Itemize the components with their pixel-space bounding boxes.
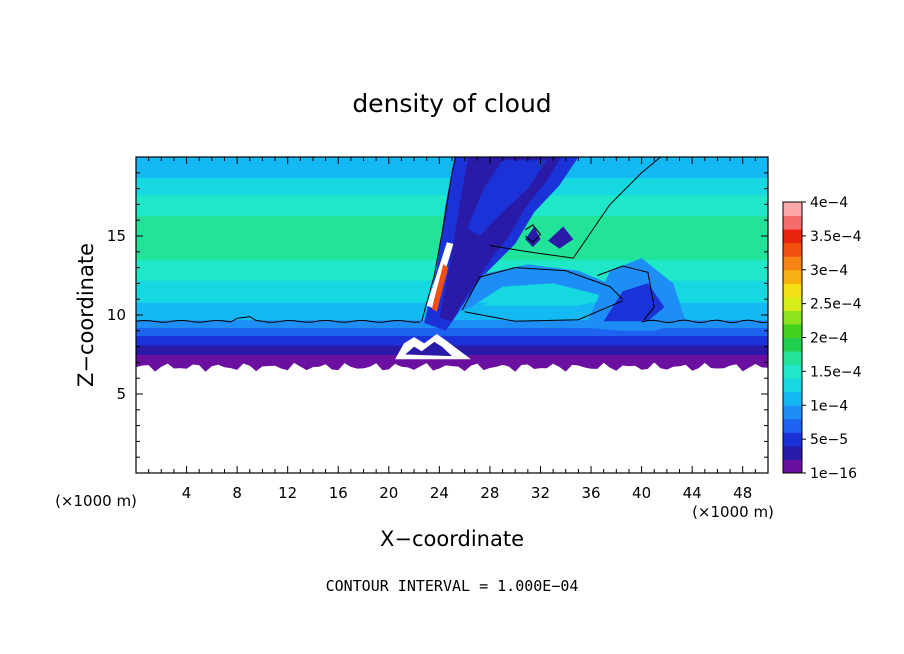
colorbar-swatch — [783, 296, 802, 311]
density-arc — [458, 264, 629, 312]
density-arc-inner — [483, 286, 610, 306]
x-tick-label: 40 — [632, 484, 651, 502]
x-axis: 4 8 12 16 20 24 28 32 36 40 44 48 — [148, 157, 756, 502]
density-base-fringe — [136, 358, 768, 372]
density-plume-core — [439, 157, 561, 322]
density-band — [136, 335, 768, 346]
density-spot — [548, 226, 574, 249]
y-axis: 5 10 15 — [107, 172, 768, 458]
colorbar-label: 2.5e−4 — [810, 297, 862, 313]
y-axis-unit: (×1000 m) — [55, 492, 137, 510]
density-band — [136, 319, 768, 329]
colorbar-swatch — [783, 242, 802, 257]
density-lower-pocket — [405, 341, 452, 357]
colorbar-swatch — [783, 378, 802, 393]
colorbar-swatch — [783, 351, 802, 366]
colorbar-swatch — [783, 432, 802, 447]
x-tick-label: 16 — [329, 484, 348, 502]
colorbar-swatch — [783, 310, 802, 325]
x-tick-label: 8 — [232, 484, 242, 502]
colorbar-label: 2e−4 — [810, 331, 848, 347]
x-tick-label: 24 — [430, 484, 449, 502]
density-high-streak — [431, 264, 449, 312]
colorbar-swatch — [783, 202, 802, 217]
colorbar-label: 1e−4 — [810, 398, 848, 414]
contour-line — [641, 319, 768, 324]
colorbar-swatch — [783, 364, 802, 379]
colorbar-label: 3e−4 — [810, 263, 848, 279]
x-tick-label: 4 — [182, 484, 192, 502]
colorbar-swatch — [783, 323, 802, 338]
colorbar-swatch — [783, 256, 802, 271]
contour-line — [461, 267, 623, 311]
x-tick-label: 36 — [581, 484, 600, 502]
density-spot — [525, 226, 541, 248]
contour-interval-note: CONTOUR INTERVAL = 1.000E−04 — [326, 577, 579, 595]
density-turbulence-core — [603, 283, 665, 322]
colorbar-label: 5e−5 — [810, 432, 848, 448]
contour-line — [464, 300, 623, 322]
colorbar: 1e−16 5e−5 1e−4 1.5e−4 2e−4 2.5e−4 3e−4 3.5e−4 4… — [782, 195, 862, 482]
colorbar-label: 3.5e−4 — [810, 229, 862, 245]
colorbar-swatch — [783, 229, 802, 244]
x-tick-label: 28 — [480, 484, 499, 502]
colorbar-label: 1e−16 — [810, 466, 857, 482]
colorbar-swatch — [783, 391, 802, 406]
colorbar-swatch — [783, 445, 802, 460]
contour-line — [524, 224, 542, 243]
colorbar-swatch — [783, 405, 802, 420]
contour-line — [597, 265, 655, 321]
contour-line — [421, 157, 457, 322]
density-band — [136, 157, 768, 179]
contour-line — [136, 316, 421, 323]
x-tick-label: 32 — [531, 484, 550, 502]
y-axis-label: Z−coordinate — [74, 243, 98, 387]
density-band — [136, 327, 768, 337]
plot-area — [136, 157, 768, 473]
y-tick-label: 5 — [116, 385, 126, 403]
colorbar-swatch — [783, 418, 802, 433]
x-tick-label: 48 — [733, 484, 752, 502]
colorbar-label: 4e−4 — [810, 195, 848, 211]
colorbar-swatch — [783, 337, 802, 352]
x-tick-label: 44 — [683, 484, 702, 502]
density-gap-streak — [426, 242, 454, 309]
x-axis-label: X−coordinate — [380, 527, 524, 551]
colorbar-label: 1.5e−4 — [810, 364, 862, 380]
colorbar-swatch — [783, 269, 802, 284]
x-tick-label: 12 — [278, 484, 297, 502]
density-plume-inner — [467, 160, 547, 236]
y-tick-label: 15 — [107, 227, 126, 245]
colorbar-swatch — [783, 215, 802, 230]
x-axis-unit: (×1000 m) — [692, 503, 774, 521]
x-tick-label: 20 — [379, 484, 398, 502]
colorbar-swatch — [783, 283, 802, 298]
chart-title: density of cloud — [352, 89, 551, 118]
colorbar-swatch — [783, 459, 802, 474]
y-tick-label: 10 — [107, 306, 126, 324]
contour-line — [489, 157, 661, 259]
